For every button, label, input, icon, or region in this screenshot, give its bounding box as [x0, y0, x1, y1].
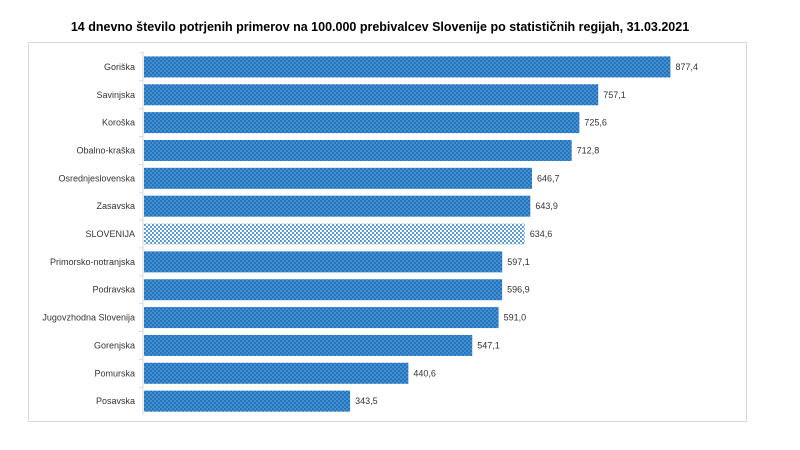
category-label: Gorenjska: [94, 340, 135, 350]
bar: [144, 112, 580, 134]
value-label: 877,4: [675, 62, 698, 72]
bar: [144, 362, 409, 384]
bar: [144, 251, 503, 273]
bar: [144, 139, 572, 161]
value-label: 725,6: [584, 118, 607, 128]
bar: [144, 84, 599, 106]
category-label: Posavska: [96, 396, 135, 406]
value-label: 646,7: [537, 173, 560, 183]
value-label: 440,6: [413, 368, 436, 378]
bar: [144, 195, 531, 217]
chart-title: 14 dnevno število potrjenih primerov na …: [70, 20, 690, 34]
value-label: 597,1: [507, 257, 530, 267]
value-label: 596,9: [507, 285, 530, 295]
category-label: Obalno-kraška: [76, 145, 135, 155]
value-label: 634,6: [530, 229, 553, 239]
category-label: Osrednjeslovenska: [58, 173, 135, 183]
bar: [144, 390, 351, 412]
chart-frame: [28, 42, 747, 422]
category-label: Primorsko-notranjska: [50, 257, 135, 267]
category-label: Koroška: [102, 118, 135, 128]
value-label: 643,9: [535, 201, 558, 211]
category-label: Goriška: [104, 62, 135, 72]
category-label: Jugovzhodna Slovenija: [42, 313, 135, 323]
bar-highlight-slovenija: [144, 223, 525, 245]
category-label: Podravska: [92, 285, 135, 295]
value-label: 343,5: [355, 396, 378, 406]
category-label: Zasavska: [96, 201, 135, 211]
bar: [144, 279, 503, 301]
value-label: 547,1: [477, 340, 500, 350]
bar: [144, 167, 533, 189]
category-label: Savinjska: [96, 90, 135, 100]
category-label: SLOVENIJA: [85, 229, 135, 239]
bar: [144, 307, 499, 329]
bar: [144, 334, 473, 356]
value-label: 591,0: [504, 313, 527, 323]
bar: [144, 56, 671, 78]
value-label: 712,8: [577, 145, 600, 155]
category-label: Pomurska: [94, 368, 135, 378]
value-label: 757,1: [603, 90, 626, 100]
plot-area: Goriška 877,4 Savinjska 757,1 Koroška 725,6 Ob…: [42, 51, 698, 416]
